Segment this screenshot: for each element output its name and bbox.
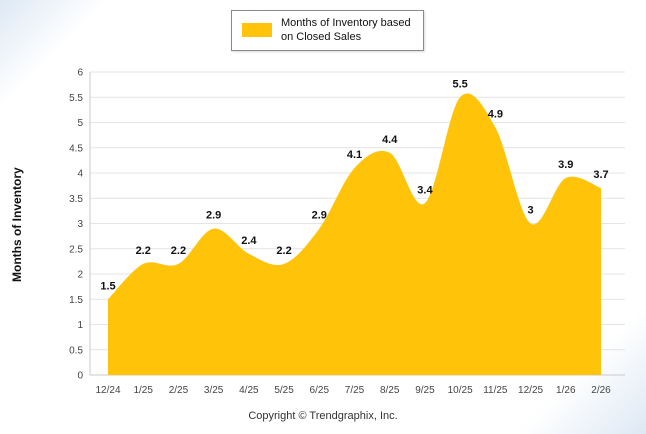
x-tick-label: 8/25 — [380, 385, 400, 396]
x-tick-label: 4/25 — [239, 385, 259, 396]
y-tick-label: 3.5 — [69, 194, 83, 205]
x-tick-label: 1/25 — [133, 385, 153, 396]
data-label: 4.4 — [382, 134, 398, 146]
x-tick-label: 9/25 — [415, 385, 435, 396]
legend-swatch — [242, 23, 272, 38]
y-axis-title: Months of Inventory — [10, 167, 24, 282]
inventory-area — [108, 93, 601, 375]
data-label: 4.9 — [488, 109, 503, 121]
y-tick-label: 1 — [77, 320, 83, 331]
data-label: 4.1 — [347, 149, 362, 161]
legend-label-line1: Months of Inventory based — [281, 17, 411, 29]
data-label: 2.4 — [241, 235, 257, 247]
y-tick-label: 3 — [77, 219, 83, 230]
y-tick-label: 6 — [77, 68, 83, 79]
x-tick-label: 6/25 — [310, 385, 330, 396]
data-label: 3.9 — [558, 159, 573, 171]
y-tick-label: 0.5 — [69, 345, 83, 356]
y-tick-label: 5 — [77, 118, 83, 129]
y-tick-label: 0 — [77, 371, 83, 382]
data-label: 3.4 — [417, 184, 433, 196]
x-tick-label: 5/25 — [274, 385, 294, 396]
x-tick-label: 12/25 — [518, 385, 543, 396]
x-tick-label: 12/24 — [95, 385, 120, 396]
data-label: 1.5 — [100, 280, 115, 292]
data-label: 5.5 — [452, 78, 467, 90]
y-tick-label: 2 — [77, 270, 83, 281]
x-tick-label: 2/25 — [169, 385, 189, 396]
data-label: 2.9 — [206, 210, 221, 222]
x-tick-label: 10/25 — [448, 385, 473, 396]
x-tick-label: 3/25 — [204, 385, 224, 396]
x-tick-label: 1/26 — [556, 385, 576, 396]
copyright-text: Copyright © Trendgraphix, Inc. — [248, 410, 398, 422]
legend-label-line2: on Closed Sales — [281, 31, 362, 44]
legend: Months of Inventory based on Closed Sale… — [231, 10, 424, 51]
data-label: 3 — [528, 205, 534, 217]
legend-label: Months of Inventory based on Closed Sale… — [281, 16, 411, 45]
x-tick-label: 7/25 — [345, 385, 365, 396]
y-tick-label: 5.5 — [69, 93, 83, 104]
y-tick-label: 1.5 — [69, 295, 83, 306]
y-tick-label: 4 — [77, 169, 83, 180]
data-label: 3.7 — [593, 169, 608, 181]
y-tick-label: 4.5 — [69, 143, 83, 154]
x-tick-label: 11/25 — [483, 385, 508, 396]
data-label: 2.9 — [312, 210, 327, 222]
data-label: 2.2 — [171, 245, 186, 257]
data-label: 2.2 — [136, 245, 151, 257]
y-tick-label: 2.5 — [69, 244, 83, 255]
data-label: 2.2 — [276, 245, 291, 257]
x-tick-label: 2/26 — [591, 385, 611, 396]
